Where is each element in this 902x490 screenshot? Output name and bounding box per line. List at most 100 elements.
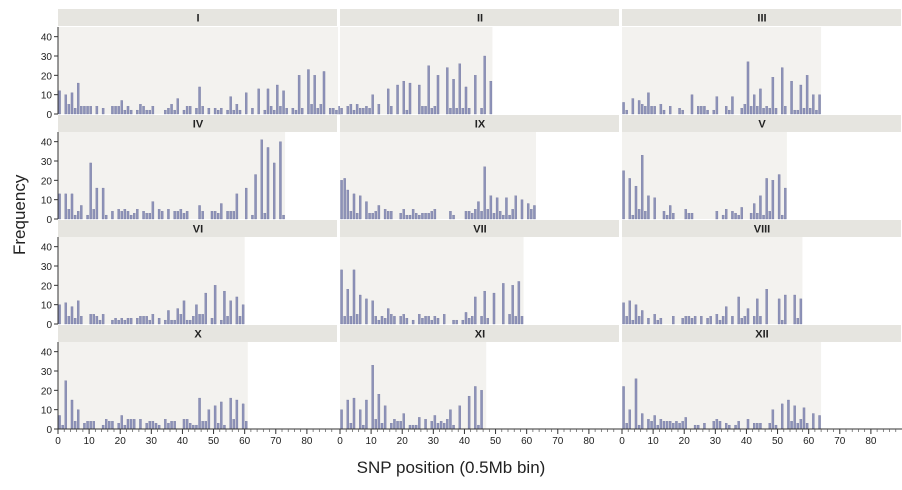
bar [693, 316, 697, 325]
bar [266, 88, 270, 115]
bar [220, 401, 223, 430]
bar [70, 92, 74, 115]
bar [120, 415, 123, 430]
bar [111, 319, 114, 325]
bar [700, 316, 703, 325]
bar [749, 106, 753, 115]
bar [126, 106, 130, 115]
x-tick-label: 50 [208, 436, 220, 447]
bar [746, 419, 750, 430]
bar [464, 312, 468, 325]
bar [182, 300, 186, 325]
bar [126, 419, 130, 430]
bar [436, 318, 440, 325]
bar [111, 211, 114, 220]
bar [340, 269, 343, 325]
bar [201, 211, 204, 220]
bar [279, 141, 282, 220]
bar [749, 213, 753, 220]
bar [83, 106, 86, 115]
bar [697, 424, 700, 430]
bar [765, 289, 768, 325]
bar [151, 106, 155, 115]
bar [424, 316, 427, 325]
bar [89, 106, 92, 115]
bar [703, 423, 706, 430]
bar [731, 211, 734, 220]
bar [483, 166, 486, 220]
bar [111, 106, 114, 115]
bar [530, 209, 533, 220]
bar [198, 397, 201, 430]
chromosome-extent [58, 132, 286, 219]
bar [120, 211, 123, 220]
bar [157, 209, 161, 220]
bar [759, 316, 762, 325]
bar [383, 209, 387, 220]
bar [377, 104, 381, 115]
bar [474, 75, 477, 115]
bar [346, 289, 349, 325]
bar [784, 106, 787, 115]
bar [362, 424, 365, 430]
bar [185, 419, 189, 430]
bar [433, 415, 437, 430]
bar [474, 296, 477, 325]
bar [408, 214, 412, 220]
bar [777, 298, 781, 325]
bar [625, 316, 628, 325]
bar [182, 419, 186, 430]
bar [365, 106, 368, 115]
bar [690, 318, 694, 325]
panel-ii: II [340, 9, 619, 115]
bar [213, 211, 217, 220]
bar [815, 109, 818, 115]
bar [77, 409, 80, 430]
y-tick-label: 0 [46, 110, 52, 121]
bar [477, 424, 480, 430]
bar [728, 109, 731, 115]
bar [777, 174, 781, 220]
bar [455, 108, 458, 115]
panel-strip [340, 115, 619, 132]
bar [245, 421, 248, 430]
bar [232, 211, 235, 220]
x-tick-label: 0 [619, 436, 625, 447]
y-tick-label: 30 [41, 367, 53, 378]
bar [176, 308, 179, 325]
bar [145, 423, 148, 430]
bar [189, 319, 192, 325]
bar [743, 104, 747, 115]
bar [58, 304, 61, 325]
bar [709, 316, 712, 325]
bar [443, 423, 446, 430]
x-tick-label: 60 [521, 436, 533, 447]
bar [647, 419, 650, 430]
bar [126, 318, 130, 325]
bar [148, 213, 151, 220]
bar [213, 405, 217, 430]
bar [241, 403, 245, 430]
bar [352, 109, 356, 115]
panel-label: III [757, 13, 766, 25]
bar [241, 304, 245, 325]
bar [111, 421, 114, 430]
bar [405, 214, 409, 220]
bar [154, 423, 158, 430]
bar [467, 318, 471, 325]
bar [170, 319, 173, 325]
bar [399, 421, 402, 430]
bar [220, 203, 223, 220]
bar [145, 109, 148, 115]
bar [73, 214, 77, 220]
bar [161, 211, 164, 220]
bar [684, 209, 687, 220]
bar [505, 197, 508, 220]
bar [753, 94, 756, 115]
bar [251, 108, 254, 115]
bar [474, 386, 477, 430]
x-tick-label: 60 [239, 436, 251, 447]
bar [352, 397, 356, 430]
bar [424, 419, 427, 430]
